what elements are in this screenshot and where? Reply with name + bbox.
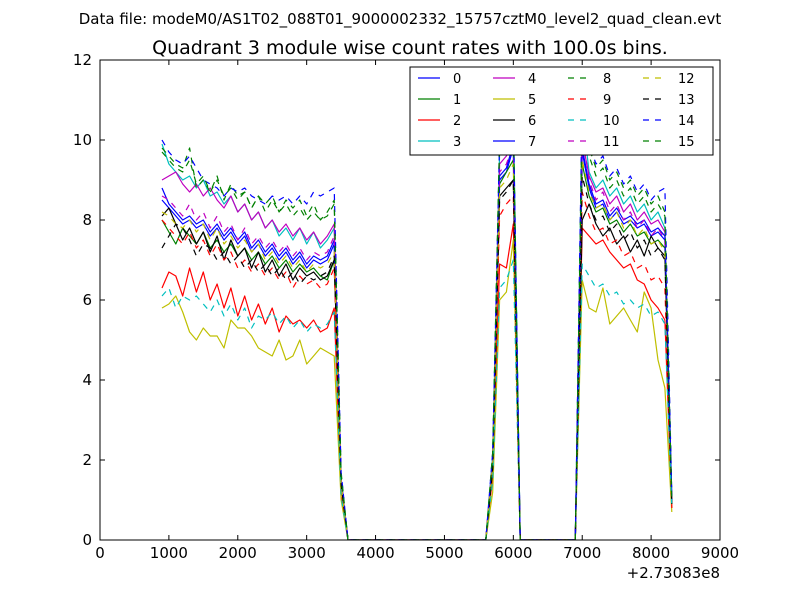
series-line-7 bbox=[161, 143, 673, 540]
legend-frame bbox=[409, 66, 714, 156]
x-tick-label: 9000 bbox=[701, 544, 739, 562]
legend-label-3: 3 bbox=[453, 135, 461, 150]
series-line-5 bbox=[161, 239, 673, 540]
series-line-4 bbox=[161, 139, 673, 540]
legend-label-12: 12 bbox=[678, 72, 695, 87]
x-tick-label: 8000 bbox=[632, 544, 670, 562]
figure-suptitle: Data file: modeM0/AS1T02_088T01_90000023… bbox=[79, 10, 722, 29]
x-tick-label: 5000 bbox=[425, 544, 463, 562]
series-line-2 bbox=[161, 223, 673, 540]
y-tick-label: 2 bbox=[82, 451, 92, 469]
y-tick-label: 6 bbox=[82, 291, 92, 309]
x-tick-label: 7000 bbox=[563, 544, 601, 562]
legend-label-0: 0 bbox=[453, 72, 461, 87]
series-layer bbox=[161, 95, 673, 540]
legend-label-5: 5 bbox=[528, 93, 536, 108]
legend-label-7: 7 bbox=[528, 135, 536, 150]
legend-label-2: 2 bbox=[453, 114, 461, 129]
y-tick-label: 4 bbox=[82, 371, 92, 389]
series-line-12 bbox=[161, 159, 673, 540]
legend-label-1: 1 bbox=[453, 93, 461, 108]
series-line-11 bbox=[161, 131, 673, 540]
series-line-0 bbox=[161, 147, 673, 540]
legend-label-13: 13 bbox=[678, 93, 695, 108]
legend-label-15: 15 bbox=[678, 135, 695, 150]
plot-area bbox=[99, 59, 721, 541]
chart-title: Quadrant 3 module wise count rates with … bbox=[152, 37, 668, 59]
y-tick-label: 12 bbox=[73, 51, 92, 69]
y-tick-label: 0 bbox=[82, 531, 92, 549]
series-line-6 bbox=[161, 179, 673, 540]
legend-label-8: 8 bbox=[603, 72, 611, 87]
series-line-13 bbox=[161, 175, 673, 540]
legend-label-6: 6 bbox=[528, 114, 536, 129]
x-tick-label: 6000 bbox=[494, 544, 532, 562]
series-line-8 bbox=[161, 103, 673, 540]
x-tick-label: 3000 bbox=[288, 544, 326, 562]
x-tick-label: 1000 bbox=[150, 544, 188, 562]
series-line-1 bbox=[161, 159, 673, 540]
y-tick-label: 8 bbox=[82, 211, 92, 229]
legend-label-10: 10 bbox=[603, 114, 620, 129]
series-line-9 bbox=[161, 191, 673, 540]
legend-label-14: 14 bbox=[678, 114, 695, 129]
axes: 0 1000 2000 3000 4000 5000 6000 7000 8000 9000 0 2 4… bbox=[73, 51, 739, 562]
series-line-10 bbox=[161, 259, 673, 540]
x-tick-label: 0 bbox=[95, 544, 105, 562]
x-tick-label: 2000 bbox=[219, 544, 257, 562]
legend-label-4: 4 bbox=[528, 72, 536, 87]
legend-label-11: 11 bbox=[603, 135, 620, 150]
legend-label-9: 9 bbox=[603, 93, 611, 108]
x-offset-label: +2.73083e8 bbox=[627, 564, 720, 582]
x-tick-label: 4000 bbox=[356, 544, 394, 562]
y-tick-label: 10 bbox=[73, 131, 92, 149]
